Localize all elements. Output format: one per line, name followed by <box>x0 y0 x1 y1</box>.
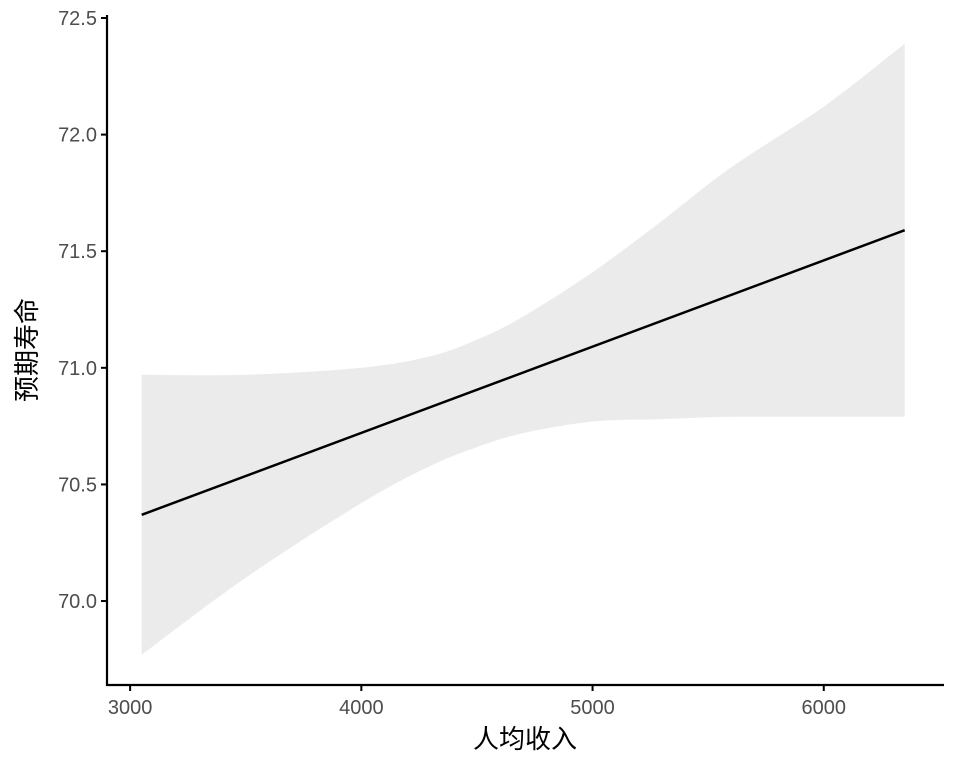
y-tick-label: 71.5 <box>58 241 97 263</box>
x-tick-label: 5000 <box>570 697 615 719</box>
y-tick-label: 70.0 <box>58 591 97 613</box>
x-tick-label: 3000 <box>108 697 153 719</box>
regression-line <box>141 229 906 516</box>
x-tick-label: 4000 <box>339 697 384 719</box>
x-tick-label: 6000 <box>802 697 847 719</box>
x-axis-title: 人均收入 <box>473 725 577 755</box>
plot-area <box>141 43 906 655</box>
axes: 70.0 70.5 71.0 71.5 72.0 72.5 3000 4000 5000 6000 <box>58 8 944 719</box>
y-tick-label: 72.0 <box>58 125 97 147</box>
y-axis-title: 预期寿命 <box>13 298 43 402</box>
confidence-band <box>141 43 905 655</box>
y-tick-label: 71.0 <box>58 358 97 380</box>
y-tick-label: 72.5 <box>58 8 97 30</box>
y-tick-label: 70.5 <box>58 474 97 496</box>
